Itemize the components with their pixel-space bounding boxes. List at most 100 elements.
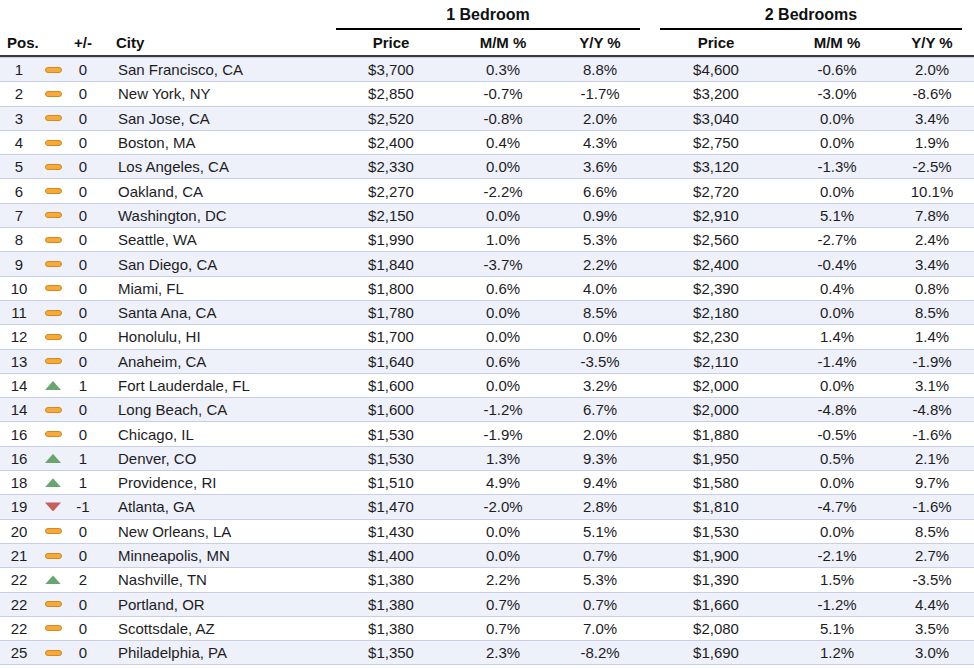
position-change-value: 2 [68, 571, 98, 588]
one-bedroom-yy-pct: 0.0% [560, 328, 640, 345]
one-bedroom-price: $1,380 [336, 596, 446, 613]
one-bedroom-yy-pct: 2.2% [560, 256, 640, 273]
one-bedroom-mm-pct: 0.0% [446, 207, 560, 224]
city-name: Miami, FL [98, 280, 336, 297]
two-bedroom-yy-pct: 1.4% [902, 328, 962, 345]
no-change-icon [45, 310, 62, 316]
col-header-2br-yy: Y/Y % [902, 34, 962, 51]
position-change-value: 0 [68, 523, 98, 540]
position-value: 20 [0, 523, 38, 540]
two-bedroom-price: $1,530 [660, 523, 772, 540]
one-bedroom-yy-pct: 8.5% [560, 304, 640, 321]
one-bedroom-yy-pct: 3.6% [560, 158, 640, 175]
two-bedroom-yy-pct: 3.4% [902, 256, 962, 273]
one-bedroom-price: $1,600 [336, 401, 446, 418]
no-change-icon [45, 358, 62, 364]
no-change-icon [45, 650, 62, 656]
table-row: 10 0 Miami, FL $1,800 0.6% 4.0% $2,390 0… [0, 277, 974, 301]
table-row: 8 0 Seattle, WA $1,990 1.0% 5.3% $2,560 … [0, 228, 974, 252]
one-bedroom-yy-pct: 9.3% [560, 450, 640, 467]
one-bedroom-price: $1,430 [336, 523, 446, 540]
two-bedroom-mm-pct: -0.4% [772, 256, 902, 273]
two-bedroom-mm-pct: 0.0% [772, 377, 902, 394]
two-bedroom-yy-pct: 9.7% [902, 474, 962, 491]
table-row: 20 0 New Orleans, LA $1,430 0.0% 5.1% $1… [0, 520, 974, 544]
trend-indicator-cell [38, 625, 68, 631]
position-change-value: 0 [68, 231, 98, 248]
one-bedroom-mm-pct: -0.8% [446, 110, 560, 127]
one-bedroom-price: $1,840 [336, 256, 446, 273]
city-name: Denver, CO [98, 450, 336, 467]
city-name: San Diego, CA [98, 256, 336, 273]
position-value: 14 [0, 377, 38, 394]
two-bedroom-yy-pct: -1.6% [902, 498, 962, 515]
col-header-city: City [98, 34, 336, 51]
two-bedroom-yy-pct: 4.4% [902, 596, 962, 613]
col-header-1br-price: Price [336, 34, 446, 51]
city-name: San Jose, CA [98, 110, 336, 127]
trend-indicator-cell [38, 310, 68, 316]
table-row: 14 0 Long Beach, CA $1,600 -1.2% 6.7% $2… [0, 398, 974, 422]
position-value: 12 [0, 328, 38, 345]
table-row: 22 2 Nashville, TN $1,380 2.2% 5.3% $1,3… [0, 568, 974, 592]
two-bedroom-mm-pct: 0.5% [772, 450, 902, 467]
one-bedroom-price: $2,520 [336, 110, 446, 127]
one-bedroom-mm-pct: 0.0% [446, 328, 560, 345]
one-bedroom-yy-pct: 5.3% [560, 231, 640, 248]
one-bedroom-yy-pct: 5.3% [560, 571, 640, 588]
no-change-icon [45, 237, 62, 243]
position-change-value: 1 [68, 450, 98, 467]
trend-indicator-cell [38, 650, 68, 656]
city-name: New York, NY [98, 85, 336, 102]
rank-down-icon [45, 502, 61, 511]
city-name: Scottsdale, AZ [98, 620, 336, 637]
two-bedroom-yy-pct: 8.5% [902, 304, 962, 321]
two-bedroom-price: $2,400 [660, 256, 772, 273]
position-change-value: 0 [68, 304, 98, 321]
one-bedroom-price: $2,150 [336, 207, 446, 224]
one-bedroom-yy-pct: 2.0% [560, 426, 640, 443]
two-bedroom-price: $2,110 [660, 353, 772, 370]
two-bedroom-mm-pct: -2.1% [772, 547, 902, 564]
one-bedroom-mm-pct: 0.0% [446, 304, 560, 321]
one-bedroom-yy-pct: 4.0% [560, 280, 640, 297]
table-row: 22 0 Scottsdale, AZ $1,380 0.7% 7.0% $2,… [0, 617, 974, 641]
trend-indicator-cell [38, 601, 68, 607]
position-value: 2 [0, 85, 38, 102]
trend-indicator-cell [38, 502, 68, 511]
table-row: 14 1 Fort Lauderdale, FL $1,600 0.0% 3.2… [0, 374, 974, 398]
table-row: 13 0 Anaheim, CA $1,640 0.6% -3.5% $2,11… [0, 350, 974, 374]
no-change-icon [45, 553, 62, 559]
trend-indicator-cell [38, 212, 68, 218]
no-change-icon [45, 188, 62, 194]
two-bedroom-price: $3,200 [660, 85, 772, 102]
col-header-change: +/- [68, 34, 98, 51]
two-bedroom-mm-pct: 0.0% [772, 183, 902, 200]
table-row: 16 1 Denver, CO $1,530 1.3% 9.3% $1,950 … [0, 447, 974, 471]
one-bedroom-yy-pct: -3.5% [560, 353, 640, 370]
table-row: 9 0 San Diego, CA $1,840 -3.7% 2.2% $2,4… [0, 252, 974, 276]
one-bedroom-yy-pct: 4.3% [560, 134, 640, 151]
table-row: 11 0 Santa Ana, CA $1,780 0.0% 8.5% $2,1… [0, 301, 974, 325]
one-bedroom-price: $1,380 [336, 620, 446, 637]
two-bedroom-mm-pct: 0.4% [772, 280, 902, 297]
one-bedroom-mm-pct: 0.0% [446, 547, 560, 564]
two-bedroom-mm-pct: 0.0% [772, 474, 902, 491]
one-bedroom-mm-pct: 0.0% [446, 377, 560, 394]
two-bedroom-yy-pct: 2.4% [902, 231, 962, 248]
position-value: 4 [0, 134, 38, 151]
trend-indicator-cell [38, 528, 68, 534]
city-name: Oakland, CA [98, 183, 336, 200]
two-bedroom-price: $2,560 [660, 231, 772, 248]
city-name: New Orleans, LA [98, 523, 336, 540]
one-bedroom-price: $1,530 [336, 450, 446, 467]
two-bedroom-mm-pct: -0.6% [772, 61, 902, 78]
table-row: 5 0 Los Angeles, CA $2,330 0.0% 3.6% $3,… [0, 155, 974, 179]
one-bedroom-mm-pct: -1.9% [446, 426, 560, 443]
one-bedroom-price: $1,700 [336, 328, 446, 345]
col-header-pos: Pos. [0, 34, 38, 51]
city-name: Honolulu, HI [98, 328, 336, 345]
two-bedroom-yy-pct: 10.1% [902, 183, 962, 200]
one-bedroom-mm-pct: 0.4% [446, 134, 560, 151]
no-change-icon [45, 407, 62, 413]
